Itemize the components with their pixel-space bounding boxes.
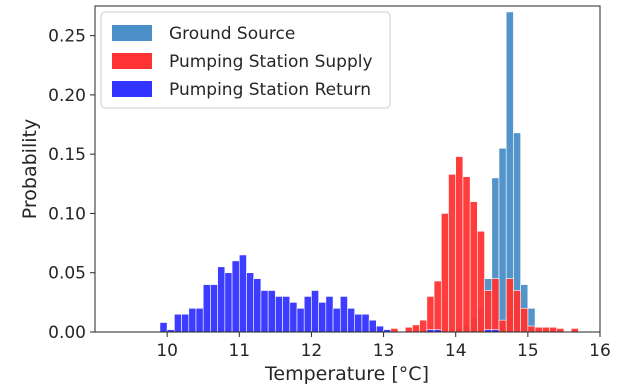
histogram-bar (224, 272, 233, 333)
histogram-bar (498, 147, 507, 333)
histogram-bar (520, 307, 529, 333)
histogram-bar (556, 328, 565, 333)
histogram-bar (238, 254, 247, 333)
x-tick-label: 12 (301, 341, 323, 361)
x-tick-label: 10 (156, 341, 178, 361)
histogram-bar (231, 260, 240, 333)
histogram-bar (404, 326, 413, 333)
legend-label-pumping-station-return: Pumping Station Return (169, 80, 371, 100)
legend-frame (100, 11, 391, 109)
histogram-bar (181, 313, 190, 333)
histogram-bar (549, 326, 558, 333)
histogram-bar (195, 307, 204, 333)
histogram-bar (267, 290, 276, 333)
plot-area-frame (94, 5, 601, 333)
histogram-bar (368, 319, 377, 333)
legend-swatch-pumping-station-supply (112, 53, 152, 69)
histogram-bar (462, 176, 471, 333)
y-tick-label: 0.10 (48, 204, 86, 224)
histogram-bar (448, 174, 457, 333)
x-axis-ticks: 10 11 12 13 14 15 16 (156, 332, 611, 361)
histogram-bar (332, 307, 341, 333)
histogram-bar (491, 278, 500, 333)
y-tick-label: 0.25 (48, 27, 86, 47)
x-tick-label: 14 (445, 341, 467, 361)
histogram-bar (202, 284, 211, 333)
y-axis-ticks: 0.00 0.05 0.10 0.15 0.20 0.25 (48, 27, 95, 343)
legend-swatch-pumping-station-return (112, 81, 152, 97)
histogram-bar (570, 328, 579, 333)
histogram-bar (469, 201, 478, 333)
x-axis-label: Temperature [°C] (264, 363, 429, 385)
histogram-bar (390, 328, 399, 333)
histogram-bar (347, 307, 356, 333)
histogram-bar (311, 290, 319, 333)
histogram-bar (513, 290, 521, 333)
histogram-bar (296, 307, 305, 333)
histogram-bar (210, 284, 218, 333)
y-axis-label: Probability (19, 119, 41, 219)
histogram-bar (541, 326, 550, 333)
x-tick-label: 13 (373, 341, 395, 361)
legend: Ground Source Pumping Station Supply Pum… (100, 11, 391, 109)
histogram-bar (455, 156, 464, 333)
histogram-bar (339, 296, 348, 333)
bars-layer (159, 11, 579, 333)
histogram-bar (484, 290, 493, 333)
histogram-bar (325, 296, 334, 333)
histogram-bar (361, 313, 370, 333)
histogram-bar (433, 280, 442, 333)
x-tick-label: 16 (589, 341, 611, 361)
histogram-bar (282, 296, 291, 333)
x-tick-label: 11 (228, 341, 250, 361)
histogram-bar (188, 307, 197, 333)
histogram-bar (440, 213, 449, 333)
histogram-bar (354, 313, 363, 333)
histogram-bar (426, 296, 435, 333)
histogram-bar (527, 325, 536, 333)
histogram-bar (303, 296, 312, 333)
histogram-bar (275, 296, 283, 333)
y-tick-label: 0.20 (48, 86, 86, 106)
histogram-bar (534, 326, 543, 333)
x-tick-label: 15 (517, 341, 539, 361)
histogram-bar (419, 319, 428, 333)
y-tick-label: 0.05 (48, 264, 86, 284)
histogram-bar (412, 324, 420, 333)
histogram-bar (477, 230, 485, 333)
legend-label-ground-source: Ground Source (169, 24, 295, 44)
histogram-bar (159, 322, 168, 333)
legend-label-pumping-station-supply: Pumping Station Supply (169, 52, 373, 72)
histogram-bar (289, 302, 298, 333)
histogram-bar (505, 278, 514, 333)
histogram-bar (174, 313, 182, 333)
y-tick-label: 0.15 (48, 145, 86, 165)
histogram-bar (376, 325, 384, 333)
histogram-bar (246, 272, 255, 333)
histogram-bar (498, 319, 507, 333)
histogram-bar (253, 278, 262, 333)
histogram-bar (217, 266, 226, 333)
histogram-bar (318, 302, 327, 333)
legend-swatch-ground-source (112, 25, 152, 41)
histogram-bar (260, 290, 269, 333)
y-tick-label: 0.00 (48, 323, 86, 343)
